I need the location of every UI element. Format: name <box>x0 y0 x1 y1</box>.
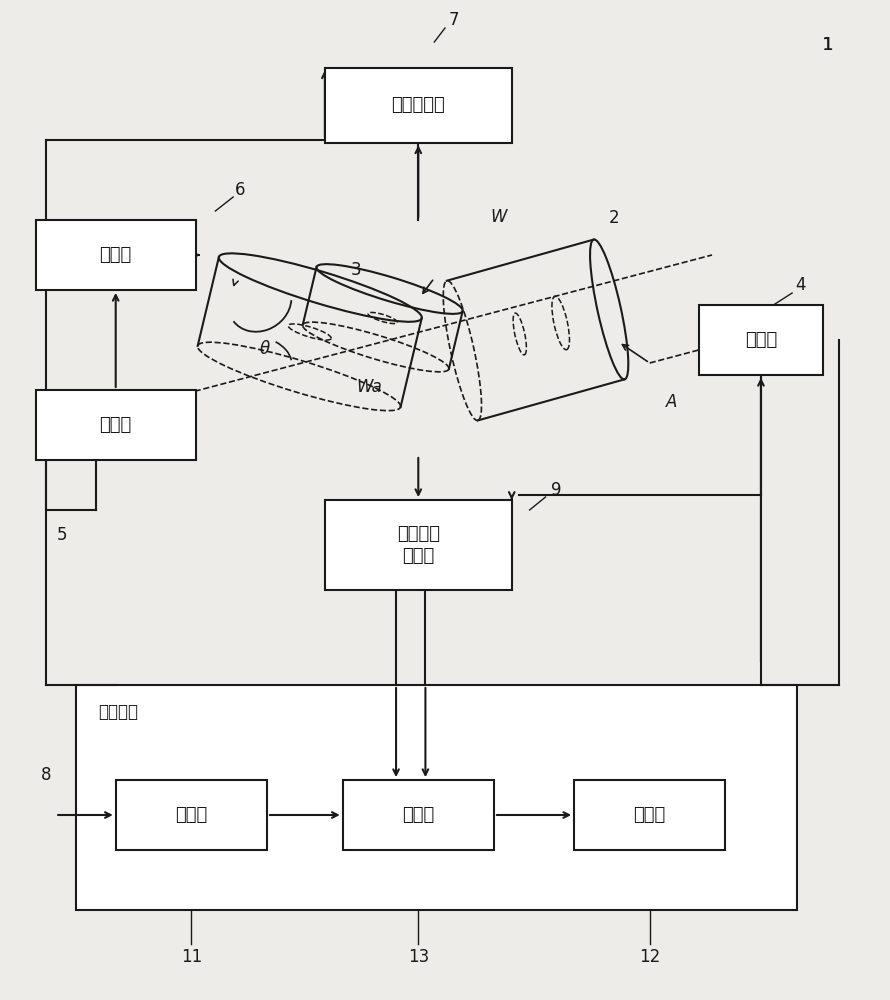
Text: 控制器: 控制器 <box>402 806 434 824</box>
Text: 轴向位移
检测器: 轴向位移 检测器 <box>397 525 440 565</box>
Text: 压缩部: 压缩部 <box>745 331 777 349</box>
Text: 控制面板: 控制面板 <box>98 703 138 721</box>
Bar <box>343 780 494 850</box>
Text: 8: 8 <box>41 766 52 784</box>
Text: 旋转部: 旋转部 <box>100 246 132 264</box>
Bar <box>325 500 512 590</box>
Text: θ: θ <box>260 340 271 358</box>
Bar <box>574 780 725 850</box>
Bar <box>76 685 797 910</box>
Text: 1: 1 <box>822 36 833 54</box>
Text: 1: 1 <box>822 36 833 54</box>
Bar <box>699 305 823 375</box>
Text: 3: 3 <box>351 261 361 279</box>
Text: 12: 12 <box>639 948 660 966</box>
Text: 2: 2 <box>609 209 619 227</box>
Text: A: A <box>667 393 677 411</box>
Text: Wa: Wa <box>356 378 383 396</box>
Bar <box>36 390 196 460</box>
Text: 弯曲部: 弯曲部 <box>100 416 132 434</box>
Text: 7: 7 <box>449 11 459 29</box>
Text: 5: 5 <box>57 526 68 544</box>
Text: 4: 4 <box>796 276 806 294</box>
Text: 6: 6 <box>235 181 246 199</box>
Text: W: W <box>490 208 506 226</box>
Text: 13: 13 <box>408 948 429 966</box>
Bar <box>325 68 512 142</box>
Text: 操作部: 操作部 <box>175 806 207 824</box>
Text: 11: 11 <box>181 948 202 966</box>
Text: 显示部: 显示部 <box>634 806 666 824</box>
Text: 9: 9 <box>551 481 562 499</box>
Bar <box>36 220 196 290</box>
Text: 旋转检测器: 旋转检测器 <box>392 96 445 114</box>
Bar <box>116 780 267 850</box>
